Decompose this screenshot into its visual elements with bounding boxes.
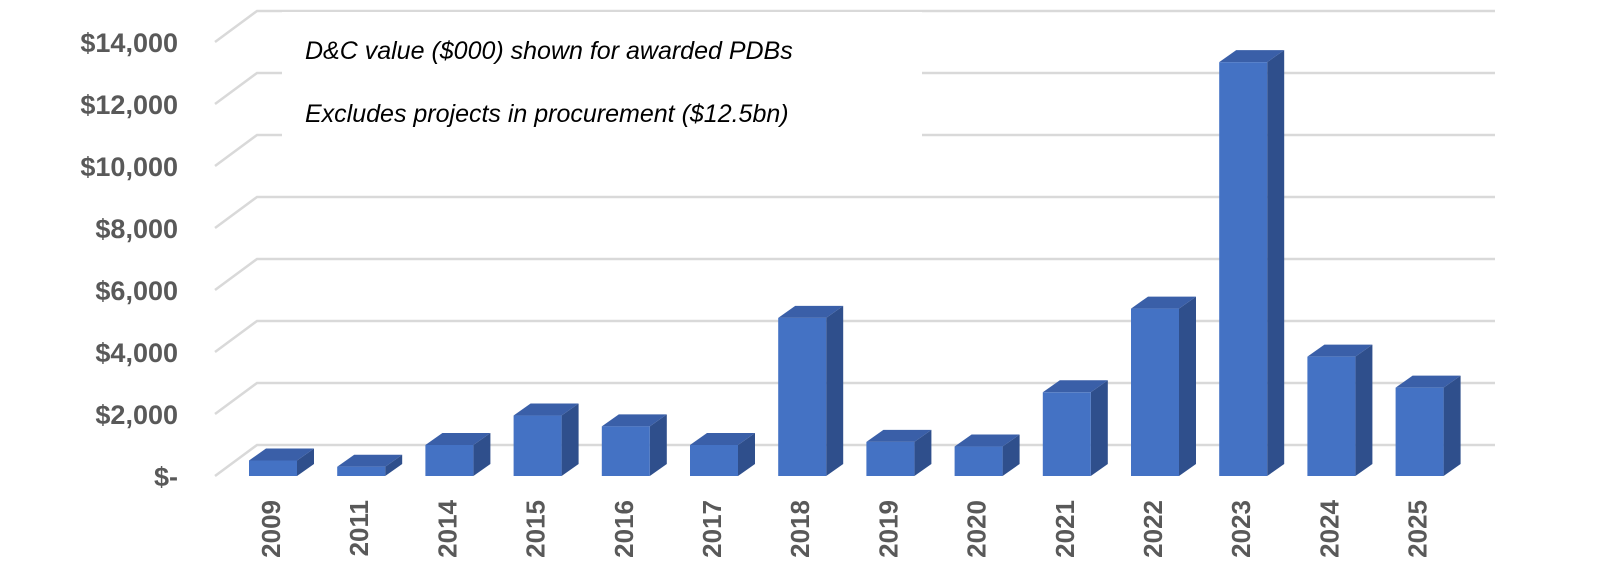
bar-front — [690, 445, 738, 476]
bar — [337, 454, 403, 476]
bar — [249, 448, 314, 476]
y-tick-label: $14,000 — [80, 28, 178, 58]
bar-top — [954, 434, 1020, 447]
annotations: D&C value ($000) shown for awarded PDBs … — [282, 12, 922, 147]
x-tick-label: 2016 — [609, 500, 639, 558]
x-tick-label: 2023 — [1226, 500, 1256, 558]
x-tick-label: 2024 — [1314, 499, 1344, 557]
bar-top — [425, 433, 491, 445]
bar — [866, 429, 932, 476]
bar-front — [1307, 356, 1356, 476]
x-tick-label: 2014 — [432, 499, 462, 557]
bar-top — [249, 448, 314, 461]
y-tick-label: $10,000 — [80, 152, 178, 182]
y-tick-label: $12,000 — [80, 90, 178, 120]
bar-side — [649, 414, 667, 476]
bar — [601, 414, 667, 476]
bar-front — [954, 446, 1003, 476]
bar-side — [1267, 50, 1285, 477]
bar — [954, 434, 1020, 476]
y-tick-label: $4,000 — [95, 338, 178, 368]
bar-top — [1307, 344, 1373, 357]
x-tick-label: 2011 — [344, 500, 374, 556]
x-axis-tick-labels: 2009 2011 2014 2015 2016 2017 2018 2019 2020 2021… — [256, 499, 1433, 557]
y-tick-label: $2,000 — [95, 400, 178, 430]
bar-top — [778, 305, 844, 318]
bar-top — [337, 454, 403, 467]
x-tick-label: 2022 — [1138, 500, 1168, 558]
bar — [1131, 296, 1196, 476]
x-tick-label: 2021 — [1050, 500, 1080, 558]
bar-front — [601, 426, 650, 476]
bar-side — [914, 429, 932, 476]
gridline — [214, 319, 1495, 354]
bar-top — [601, 414, 667, 427]
y-tick-label: $8,000 — [95, 214, 178, 244]
bar-side — [738, 433, 755, 476]
bar-side — [1355, 344, 1373, 476]
bar-front — [866, 441, 915, 476]
bar-top — [1042, 380, 1108, 393]
annotation-line-1: D&C value ($000) shown for awarded PDBs — [305, 37, 793, 65]
bar-top — [513, 403, 579, 416]
bar-front — [1219, 62, 1268, 477]
bar-front — [513, 415, 562, 476]
bar-front — [1395, 387, 1444, 476]
bar-side — [385, 454, 403, 476]
bar-front — [425, 445, 474, 476]
annotation-line-2: Excludes projects in procurement ($12.5b… — [305, 100, 789, 128]
gridlines — [214, 9, 1495, 478]
bar-front — [1131, 308, 1179, 476]
bar-front — [778, 317, 827, 476]
bar-side — [1090, 380, 1108, 476]
bar — [690, 433, 755, 476]
x-tick-label: 2020 — [962, 500, 992, 558]
x-tick-label: 2017 — [697, 500, 727, 558]
y-tick-label: $6,000 — [95, 276, 178, 306]
gridline — [214, 195, 1495, 230]
bar-top — [1219, 50, 1285, 63]
bar-top — [866, 429, 932, 442]
gridline — [214, 381, 1495, 416]
gridline — [214, 443, 1495, 478]
bar-top — [1131, 296, 1196, 309]
y-axis-tick-labels: $- $2,000 $4,000 $6,000 $8,000 $10,000 $12,000… — [80, 28, 178, 492]
gridline — [214, 9, 1495, 44]
x-tick-label: 2015 — [521, 500, 551, 558]
annotation-box — [282, 12, 922, 147]
bar-front — [1042, 392, 1091, 476]
x-tick-label: 2018 — [785, 500, 815, 558]
gridline — [214, 71, 1495, 106]
bar-side — [1443, 375, 1461, 476]
bar-side — [561, 403, 579, 476]
bar-front — [337, 466, 386, 476]
bar-top — [690, 433, 755, 445]
bar — [425, 433, 491, 476]
x-tick-label: 2019 — [873, 500, 903, 558]
bar-side — [473, 433, 491, 476]
bar-side — [1179, 296, 1196, 476]
bar-front — [249, 460, 297, 476]
bar — [1307, 344, 1373, 476]
gridline — [214, 133, 1495, 168]
y-tick-label: $- — [154, 462, 178, 492]
gridline — [214, 257, 1495, 292]
bar — [1219, 50, 1285, 477]
bar — [513, 403, 579, 476]
x-tick-label: 2025 — [1403, 500, 1433, 558]
bar — [1395, 375, 1461, 476]
bar — [778, 305, 844, 476]
bars — [249, 50, 1461, 477]
bar-side — [826, 305, 844, 476]
bar-side — [297, 448, 314, 476]
bar-top — [1395, 375, 1461, 388]
bar — [1042, 380, 1108, 476]
bar-side — [1002, 434, 1020, 476]
x-tick-label: 2009 — [256, 500, 286, 558]
